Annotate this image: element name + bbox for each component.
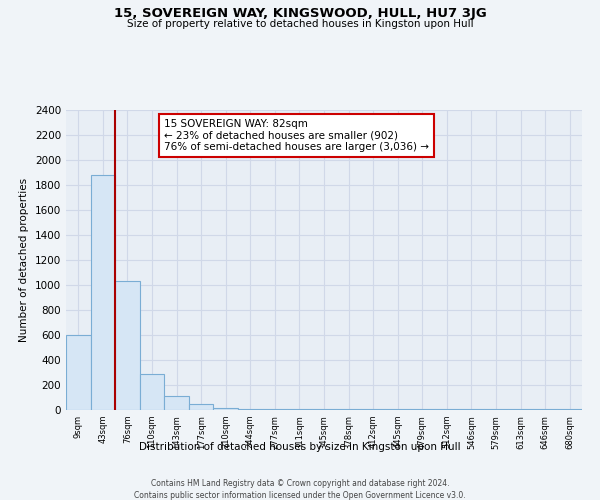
Text: Contains public sector information licensed under the Open Government Licence v3: Contains public sector information licen… [134,491,466,500]
Y-axis label: Number of detached properties: Number of detached properties [19,178,29,342]
Bar [214,408,238,410]
Bar [189,404,214,410]
Text: 15, SOVEREIGN WAY, KINGSWOOD, HULL, HU7 3JG: 15, SOVEREIGN WAY, KINGSWOOD, HULL, HU7 … [113,8,487,20]
Bar [140,374,164,410]
Bar [66,335,91,410]
Text: Distribution of detached houses by size in Kingston upon Hull: Distribution of detached houses by size … [139,442,461,452]
Bar [91,175,115,410]
Bar [164,396,189,410]
Text: Contains HM Land Registry data © Crown copyright and database right 2024.: Contains HM Land Registry data © Crown c… [151,479,449,488]
Text: 15 SOVEREIGN WAY: 82sqm
← 23% of detached houses are smaller (902)
76% of semi-d: 15 SOVEREIGN WAY: 82sqm ← 23% of detache… [164,119,429,152]
Text: Size of property relative to detached houses in Kingston upon Hull: Size of property relative to detached ho… [127,19,473,29]
Bar [115,281,140,410]
